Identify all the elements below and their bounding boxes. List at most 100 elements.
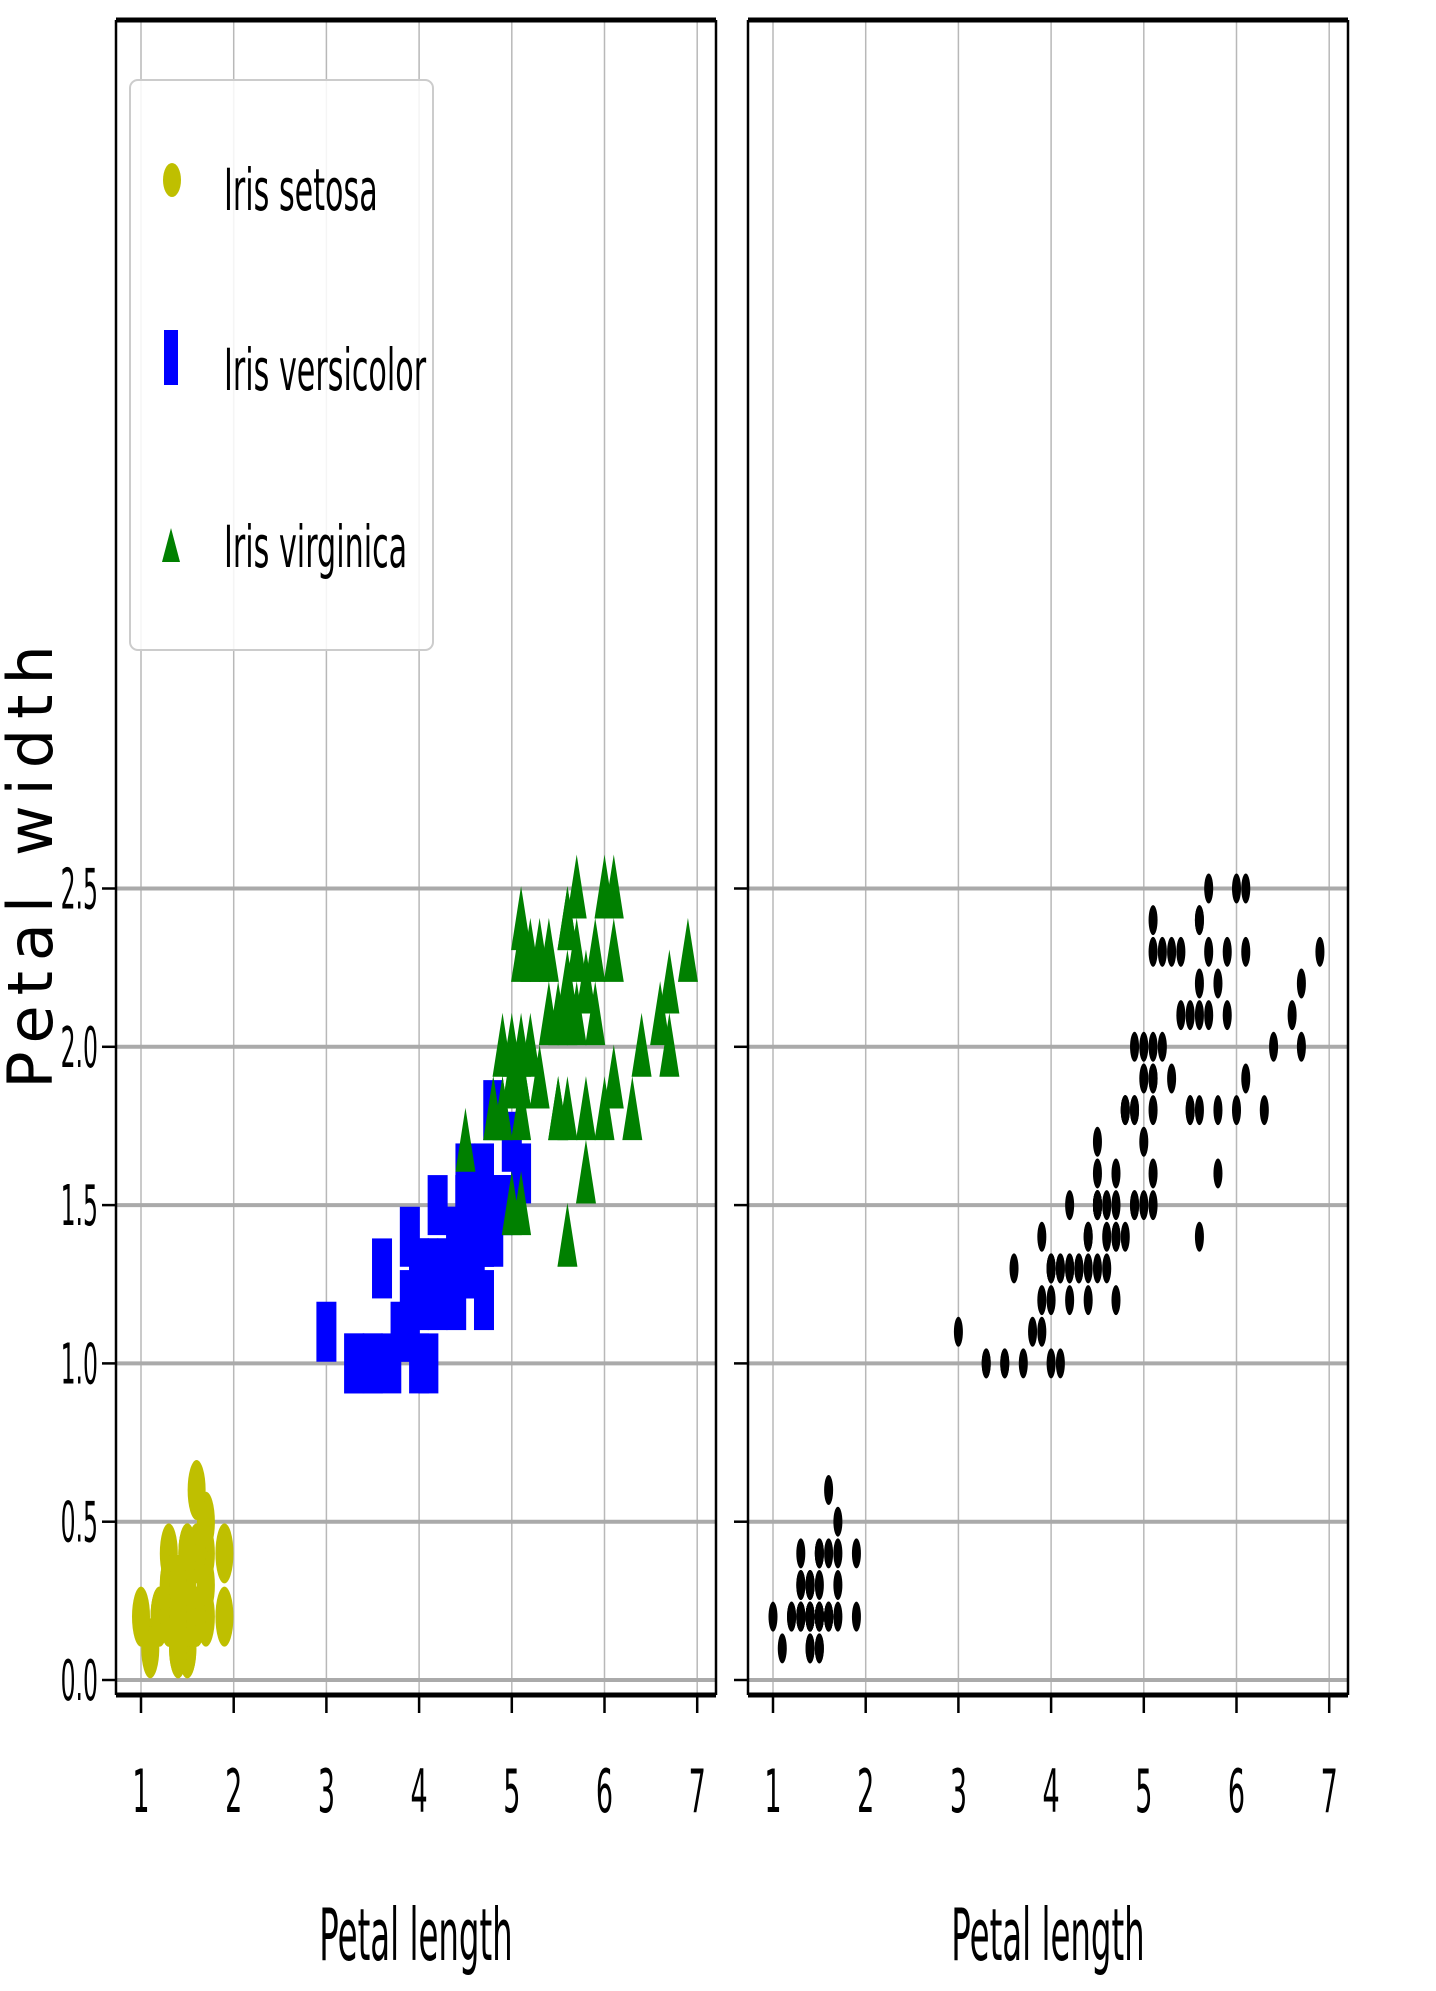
unlabeled-point	[1037, 1285, 1047, 1316]
unlabeled-point	[1009, 1253, 1019, 1284]
unlabeled-point	[1111, 1190, 1121, 1221]
unlabeled-point	[796, 1601, 806, 1632]
unlabeled-point	[1259, 1095, 1269, 1126]
x-tick-label: 1	[132, 1757, 149, 1827]
versicolor-point	[316, 1301, 337, 1362]
virginica-point	[659, 1012, 680, 1077]
versicolor-point	[362, 1333, 383, 1394]
unlabeled-point	[1018, 1348, 1028, 1379]
unlabeled-point	[1148, 1190, 1158, 1221]
unlabeled-point	[1204, 1000, 1214, 1031]
virginica-point	[501, 1044, 522, 1109]
x-tick-label: 6	[1228, 1757, 1245, 1827]
unlabeled-point	[777, 1633, 787, 1664]
unlabeled-point	[1130, 1031, 1140, 1062]
unlabeled-point	[1111, 1158, 1121, 1189]
unlabeled-point	[851, 1601, 861, 1632]
x-tick-label: 4	[411, 1757, 428, 1827]
unlabeled-point	[1232, 873, 1241, 904]
unlabeled-point	[1148, 905, 1158, 936]
unlabeled-point	[1194, 1095, 1204, 1126]
unlabeled-point	[1139, 1063, 1149, 1094]
virginica-point	[603, 1044, 624, 1109]
right-scatter-points	[768, 873, 1325, 1664]
versicolor-point	[464, 1206, 485, 1267]
virginica-point	[622, 1076, 643, 1141]
x-tick-label: 1	[764, 1757, 781, 1827]
y-axis-label: Petal width	[0, 635, 67, 1088]
x-tick-label: 3	[318, 1757, 335, 1827]
versicolor-point	[418, 1238, 439, 1299]
unlabeled-point	[814, 1633, 824, 1664]
unlabeled-point	[824, 1538, 834, 1569]
left-ticks: 1 2 3 4 5 6 7 0.0 0.5 1.0 1.5 2.0 2.5	[61, 858, 706, 1827]
unlabeled-point	[1092, 1158, 1102, 1189]
unlabeled-point	[1213, 968, 1223, 999]
x-tick-label: 3	[950, 1757, 967, 1827]
versicolor-point	[427, 1175, 448, 1236]
setosa-point	[215, 1523, 234, 1584]
unlabeled-point	[1222, 936, 1232, 967]
unlabeled-point	[824, 1475, 834, 1506]
unlabeled-point	[1287, 1000, 1297, 1031]
x-tick-label: 2	[225, 1757, 242, 1827]
y-tick-label: 1.0	[61, 1333, 98, 1398]
unlabeled-point	[953, 1316, 963, 1347]
unlabeled-point	[1074, 1253, 1084, 1284]
unlabeled-point	[833, 1538, 843, 1569]
unlabeled-point	[1092, 1253, 1102, 1284]
unlabeled-point	[1139, 1126, 1149, 1157]
virginica-point	[603, 854, 624, 919]
unlabeled-point	[796, 1570, 806, 1601]
unlabeled-point	[787, 1601, 797, 1632]
unlabeled-point	[1083, 1253, 1093, 1284]
unlabeled-point	[1055, 1348, 1065, 1379]
unlabeled-point	[1046, 1285, 1056, 1316]
unlabeled-point	[1037, 1221, 1047, 1252]
left-panel: 1 2 3 4 5 6 7 0.0 0.5 1.0 1.5 2.0 2.5 Iris setosa Ir…	[61, 17, 718, 1978]
legend-marker-versicolor	[164, 330, 178, 385]
versicolor-point	[418, 1333, 439, 1394]
unlabeled-point	[1148, 1031, 1158, 1062]
right-panel: 1 2 3 4 5 6 7 Petal length	[734, 17, 1350, 1978]
y-tick-label: 1.5	[61, 1174, 98, 1239]
unlabeled-point	[1148, 936, 1158, 967]
setosa-point	[169, 1586, 188, 1647]
unlabeled-point	[1213, 1095, 1223, 1126]
unlabeled-point	[1241, 1063, 1251, 1094]
unlabeled-point	[1092, 1190, 1102, 1221]
unlabeled-point	[1120, 1095, 1130, 1126]
unlabeled-point	[1241, 936, 1251, 967]
setosa-point	[132, 1586, 150, 1647]
unlabeled-point	[1102, 1190, 1112, 1221]
legend-label-virginica: Iris virginica	[224, 513, 407, 581]
unlabeled-point	[814, 1601, 824, 1632]
versicolor-point	[381, 1333, 402, 1394]
unlabeled-point	[1194, 905, 1204, 936]
unlabeled-point	[1194, 1000, 1204, 1031]
left-x-axis-label: Petal length	[319, 1894, 512, 1978]
unlabeled-point	[1157, 1031, 1167, 1062]
unlabeled-point	[1083, 1285, 1093, 1316]
unlabeled-point	[814, 1570, 824, 1601]
y-tick-label: 2.0	[61, 1016, 98, 1081]
unlabeled-point	[768, 1601, 778, 1632]
unlabeled-point	[981, 1348, 991, 1379]
virginica-point	[557, 1202, 578, 1267]
unlabeled-point	[1130, 1095, 1140, 1126]
x-tick-label: 4	[1043, 1757, 1060, 1827]
virginica-point	[548, 1076, 569, 1141]
virginica-point	[492, 1012, 513, 1077]
unlabeled-point	[1185, 1095, 1195, 1126]
unlabeled-point	[1148, 1158, 1158, 1189]
unlabeled-point	[805, 1633, 815, 1664]
virginica-point	[575, 1139, 596, 1204]
virginica-point	[538, 981, 559, 1046]
virginica-point	[566, 854, 587, 919]
setosa-point	[215, 1586, 234, 1647]
unlabeled-point	[1204, 873, 1214, 904]
setosa-point	[187, 1460, 206, 1521]
y-tick-label: 0.5	[61, 1491, 98, 1556]
unlabeled-point	[1222, 1000, 1232, 1031]
